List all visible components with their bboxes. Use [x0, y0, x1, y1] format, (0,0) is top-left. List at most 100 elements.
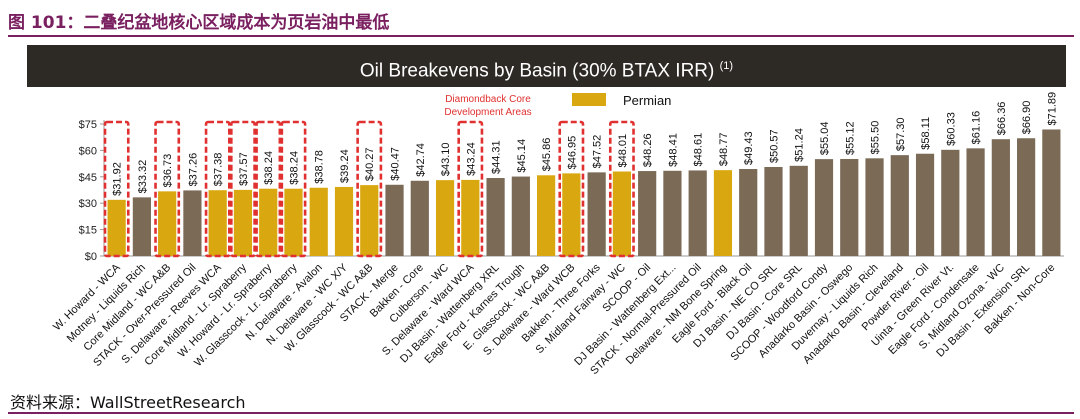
highlight-box: [457, 120, 484, 258]
bar: [284, 188, 303, 256]
bar-value-label: $38.24: [288, 151, 300, 185]
caption-rule: [8, 35, 1074, 37]
bar: [562, 173, 581, 256]
source-note: 资料来源：WallStreetResearch: [10, 393, 246, 412]
legend-label-permian: Permian: [623, 93, 671, 108]
bar: [435, 180, 455, 256]
bar: [713, 170, 733, 256]
bar: [941, 149, 960, 256]
bar-value-label: $48.26: [642, 133, 654, 167]
bar: [688, 170, 707, 256]
bar: [385, 184, 404, 256]
bar-value-label: $55.12: [844, 121, 856, 155]
bar: [789, 165, 808, 256]
bar: [587, 172, 606, 256]
bar-value-label: $66.90: [1021, 101, 1033, 135]
bar: [1017, 138, 1036, 256]
bar-value-label: $43.10: [440, 142, 452, 176]
figure-caption: 图 101：二叠纪盆地核心区域成本为页岩油中最低: [8, 13, 390, 33]
bar-value-label: $50.57: [768, 129, 780, 163]
bar-value-label: $46.95: [566, 136, 578, 170]
bar-value-label: $38.78: [314, 150, 326, 184]
bar: [1042, 129, 1061, 256]
y-tick-label: $15: [79, 225, 97, 237]
annotation-line-1: Diamondback Core: [445, 94, 531, 105]
bar-value-label: $43.24: [465, 142, 477, 176]
highlight-box: [103, 120, 130, 258]
bar-value-label: $33.32: [137, 160, 149, 194]
chart-title-text: Oil Breakevens by Basin (30% BTAX IRR): [359, 60, 715, 82]
bar-value-label: $44.31: [491, 140, 503, 174]
bar-value-label: $48.61: [693, 133, 705, 167]
bar: [259, 188, 278, 256]
chart-title: Oil Breakevens by Basin (30% BTAX IRR) (…: [27, 45, 1066, 87]
bar-value-label: $37.57: [238, 152, 250, 186]
y-tick-label: $75: [79, 119, 97, 131]
bar: [739, 169, 758, 256]
bar-value-label: $71.89: [1046, 92, 1058, 126]
bar-value-label: $48.77: [718, 133, 730, 167]
highlight-box: [356, 120, 383, 258]
chart-title-banner: Oil Breakevens by Basin (30% BTAX IRR) (…: [27, 45, 1066, 87]
bar-value-label: $45.86: [541, 138, 553, 172]
bar: [890, 155, 909, 256]
bar-value-label: $47.52: [592, 135, 604, 169]
bar-value-label: $60.33: [945, 112, 957, 146]
bar-value-label: $66.36: [996, 102, 1008, 136]
bar: [233, 189, 253, 256]
highlight-box: [154, 120, 181, 258]
y-tick-label: $0: [85, 251, 97, 263]
bar-value-label: $55.50: [870, 121, 882, 155]
bar: [814, 159, 834, 256]
bar: [183, 190, 202, 256]
bar: [410, 180, 429, 256]
bar: [840, 158, 859, 256]
highlight-box: [255, 120, 282, 258]
bar: [486, 178, 505, 256]
bar: [107, 199, 126, 256]
highlight-box: [558, 120, 585, 258]
bar-value-label: $36.73: [162, 154, 174, 188]
bar-value-label: $48.41: [667, 133, 679, 167]
highlight-box: [608, 120, 635, 258]
bar: [461, 179, 480, 256]
bar-value-label: $61.16: [971, 111, 983, 145]
bar-value-label: $55.04: [819, 121, 831, 155]
bar-value-label: $51.24: [794, 128, 806, 162]
annotation-line-2: Development Areas: [444, 107, 531, 118]
y-tick-label: $45: [79, 172, 97, 184]
bar-value-label: $38.24: [263, 151, 275, 185]
legend-swatch-permian: [572, 93, 606, 106]
bar: [309, 187, 328, 256]
highlight-box: [280, 120, 307, 258]
bar: [915, 153, 935, 256]
bar: [132, 197, 151, 256]
highlight-box: [204, 120, 231, 258]
bar: [966, 148, 985, 256]
bar-value-label: $42.74: [415, 143, 427, 177]
bar-value-label: $31.92: [112, 162, 124, 196]
bar: [638, 171, 657, 256]
bar: [612, 171, 631, 256]
bar-value-label: $40.27: [364, 147, 376, 181]
bar: [208, 190, 227, 256]
chart-title-superscript: (1): [719, 60, 734, 72]
bar-value-label: $58.11: [920, 117, 932, 150]
bar: [334, 186, 354, 256]
bar-value-label: $48.01: [617, 134, 629, 168]
bar-value-label: $39.24: [339, 149, 351, 183]
bar-chart: $0$15$30$45$60$75$31.92W. Howard - WCA$3…: [51, 92, 1064, 377]
bar-value-label: $37.26: [187, 153, 199, 187]
bar: [865, 158, 884, 256]
bottom-rule: [8, 412, 1074, 414]
bar: [663, 170, 682, 256]
bar: [537, 175, 556, 256]
bar: [991, 139, 1010, 256]
bar: [158, 191, 177, 256]
highlight-box: [230, 120, 256, 258]
bar-value-label: $40.47: [390, 147, 402, 181]
bar: [360, 185, 379, 256]
y-tick-label: $60: [79, 145, 97, 157]
bar-value-label: $45.14: [516, 139, 528, 173]
bar: [511, 176, 530, 256]
